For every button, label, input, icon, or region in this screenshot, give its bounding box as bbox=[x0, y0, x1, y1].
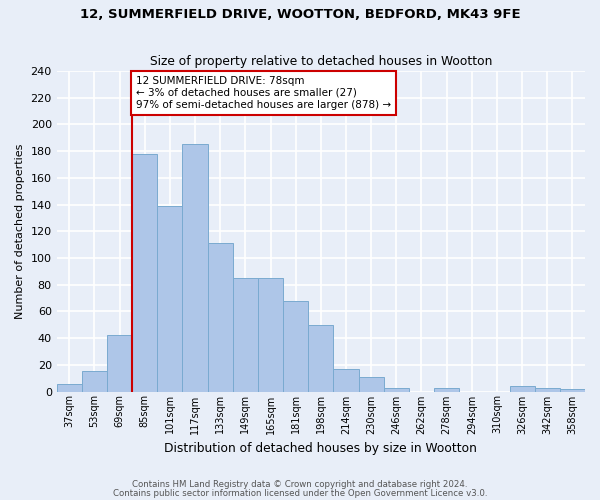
Bar bbox=[258, 278, 283, 392]
Bar bbox=[434, 388, 459, 392]
X-axis label: Distribution of detached houses by size in Wootton: Distribution of detached houses by size … bbox=[164, 442, 477, 455]
Text: 12 SUMMERFIELD DRIVE: 78sqm
← 3% of detached houses are smaller (27)
97% of semi: 12 SUMMERFIELD DRIVE: 78sqm ← 3% of deta… bbox=[136, 76, 391, 110]
Bar bbox=[208, 244, 233, 392]
Bar bbox=[283, 300, 308, 392]
Bar bbox=[132, 154, 157, 392]
Bar bbox=[535, 388, 560, 392]
Bar bbox=[157, 206, 182, 392]
Bar bbox=[359, 377, 384, 392]
Bar bbox=[509, 386, 535, 392]
Bar bbox=[560, 389, 585, 392]
Bar bbox=[308, 325, 334, 392]
Bar bbox=[82, 372, 107, 392]
Title: Size of property relative to detached houses in Wootton: Size of property relative to detached ho… bbox=[149, 56, 492, 68]
Bar bbox=[182, 144, 208, 392]
Bar bbox=[334, 369, 359, 392]
Bar bbox=[56, 384, 82, 392]
Bar bbox=[384, 388, 409, 392]
Bar bbox=[107, 336, 132, 392]
Y-axis label: Number of detached properties: Number of detached properties bbox=[15, 144, 25, 319]
Text: 12, SUMMERFIELD DRIVE, WOOTTON, BEDFORD, MK43 9FE: 12, SUMMERFIELD DRIVE, WOOTTON, BEDFORD,… bbox=[80, 8, 520, 20]
Bar bbox=[233, 278, 258, 392]
Text: Contains HM Land Registry data © Crown copyright and database right 2024.: Contains HM Land Registry data © Crown c… bbox=[132, 480, 468, 489]
Text: Contains public sector information licensed under the Open Government Licence v3: Contains public sector information licen… bbox=[113, 490, 487, 498]
